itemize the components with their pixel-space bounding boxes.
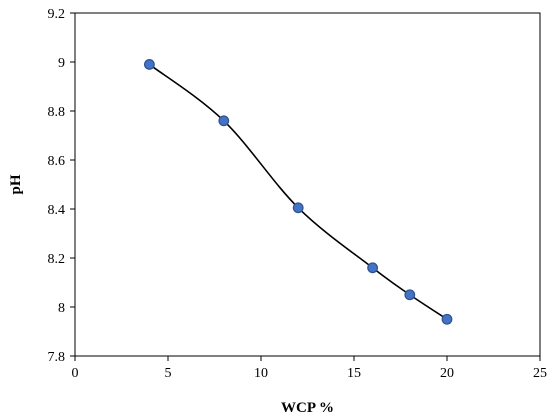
axes (74, 12, 541, 357)
data-point (367, 262, 379, 274)
series-line (148, 63, 448, 320)
y-axis-title: pH (8, 174, 24, 194)
y-axis-ticks: 7.8 8 8.2 8.4 8.6 8.8 9 9.2 (48, 7, 75, 365)
x-tick-label: 20 (440, 366, 454, 381)
x-tick-label: 10 (254, 366, 268, 381)
y-tick-label: 7.8 (48, 350, 66, 365)
y-tick-label: 8.6 (48, 154, 66, 169)
data-point (404, 289, 416, 301)
x-axis-ticks: 0 5 10 15 20 25 (72, 356, 547, 381)
data-point (143, 59, 155, 70)
x-tick-label: 25 (533, 366, 547, 381)
x-tick-label: 0 (72, 366, 79, 381)
y-tick-label: 8 (58, 301, 65, 316)
x-tick-label: 15 (347, 366, 361, 381)
x-axis-title: WCP % (281, 400, 334, 416)
data-point (218, 115, 230, 127)
plot-area-border (74, 12, 541, 357)
data-markers (143, 59, 453, 325)
data-point (441, 313, 453, 325)
y-tick-label: 8.4 (48, 203, 66, 218)
y-tick-label: 9 (58, 56, 65, 71)
data-point (292, 202, 304, 214)
x-tick-label: 5 (165, 366, 172, 381)
y-tick-label: 8.8 (48, 105, 66, 120)
y-tick-label: 8.2 (48, 252, 66, 267)
y-tick-label: 9.2 (48, 7, 66, 22)
